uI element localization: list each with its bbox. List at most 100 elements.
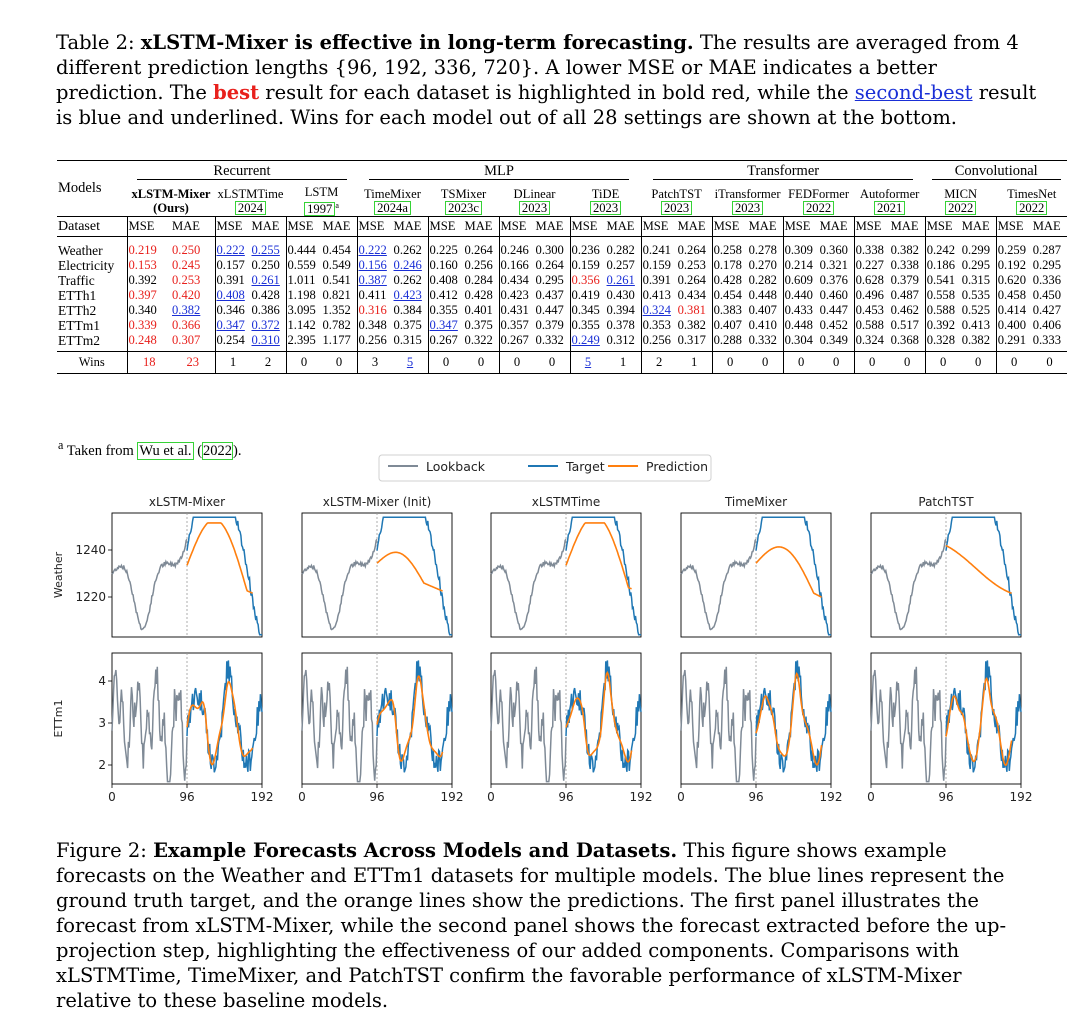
table-cell: 0.458	[995, 288, 1032, 304]
table-cell: 0.433	[782, 303, 819, 319]
dataset-name: ETTm2	[58, 333, 100, 349]
table-cell: 0.166	[498, 258, 535, 274]
table-cell: 0.332	[748, 333, 777, 348]
table-cell: 0.153	[126, 258, 171, 274]
model-header-5: DLinear 2023	[499, 182, 570, 217]
model-year-link[interactable]: 2021	[874, 200, 906, 215]
target-line	[755, 516, 831, 636]
model-year-link[interactable]: 2022	[1016, 200, 1048, 215]
wins-cell: 2	[264, 355, 272, 370]
table-cell: 0.253	[172, 273, 201, 288]
target-line	[565, 516, 641, 636]
model-header-3: TimeMixer 2024a	[357, 182, 428, 217]
model-header-7: PatchTST 2023	[641, 182, 712, 217]
table-caption: Table 2: xLSTM-Mixer is effective in lon…	[56, 30, 1041, 130]
table-cell: 0.394	[606, 303, 635, 318]
table-cell: 1.352	[322, 303, 351, 318]
wins-cell: 0	[1046, 355, 1053, 370]
wins-cell: 23	[186, 355, 200, 370]
footnote-year-link[interactable]: 2022	[202, 441, 234, 460]
table-caption-prefix: Table 2:	[56, 31, 135, 54]
table-cell: 1.142	[285, 318, 322, 334]
lookback-line	[680, 538, 757, 631]
table-cell: 0.160	[427, 258, 464, 274]
model-year-link[interactable]: 2023	[518, 200, 551, 215]
panel-title-1: xLSTM-Mixer (Init)	[323, 495, 432, 509]
lookback-line	[111, 666, 188, 783]
table-cell: 0.299	[961, 243, 991, 258]
table-cell: 0.391	[640, 273, 677, 289]
table-cell: 0.222	[214, 236, 251, 259]
x-tick-label: 192	[630, 790, 653, 804]
table-cell: 0.309	[782, 236, 819, 259]
x-tick-label: 192	[251, 790, 274, 804]
table-cell: 0.379	[890, 273, 919, 288]
table-cell: 0.427	[1032, 303, 1062, 318]
wins-cell: 5	[406, 355, 414, 370]
mse-header: MSE	[711, 216, 748, 237]
model-header-8: iTransformer 2023	[712, 182, 783, 217]
mse-header: MSE	[126, 216, 171, 237]
table-cell: 0.295	[535, 273, 564, 288]
model-year-link[interactable]: 2023	[661, 200, 693, 215]
table-cell: 0.628	[853, 273, 890, 289]
table-row: Traffic 0.392 0.253 0.391 0.261 1.011 0.541 0.3…	[57, 273, 1067, 289]
footnote: a Taken from Wu et al. (2022).	[58, 438, 242, 460]
table-cell: 3.095	[285, 303, 322, 319]
table-cell: 0.368	[890, 333, 919, 348]
models-label: Models	[58, 180, 102, 196]
y-tick-label: 2	[98, 758, 106, 772]
model-year-link[interactable]: 2024a	[374, 200, 411, 215]
footnote-ref-link[interactable]: Wu et al.	[137, 441, 194, 460]
table-cell: 0.346	[214, 303, 251, 319]
table-cell: 0.419	[569, 288, 606, 304]
target-line	[376, 660, 453, 773]
table-cell: 0.322	[464, 333, 493, 348]
table-cell: 0.428	[464, 288, 493, 303]
x-tick-label: 0	[867, 790, 875, 804]
table-cell: 0.382	[677, 318, 706, 333]
table-cell: 0.256	[464, 258, 493, 273]
mae-header: MAE	[961, 219, 990, 234]
model-header-1: xLSTMTime 2024	[215, 182, 286, 217]
table-cell: 0.186	[924, 258, 961, 274]
table-cell: 0.278	[748, 243, 777, 258]
model-year-link[interactable]: 2022	[945, 200, 977, 215]
table-cell: 0.384	[393, 303, 422, 318]
model-name: TiDE	[591, 186, 620, 201]
table-cell: 0.454	[711, 288, 748, 304]
lookback-line	[680, 666, 757, 783]
x-tick-label: 0	[108, 790, 116, 804]
table-cell: 0.413	[640, 288, 677, 304]
group-name: Recurrent	[137, 164, 347, 180]
table-cell: 0.316	[356, 303, 393, 319]
table-cell: 0.383	[711, 303, 748, 319]
model-year-link[interactable]: 2023	[732, 200, 764, 215]
table-cell: 0.407	[748, 303, 777, 318]
model-year-link[interactable]: 2024	[234, 200, 267, 215]
mae-header: MAE	[890, 219, 919, 234]
table-row: ETTh2 0.340 0.382 0.346 0.386 3.095 1.352 0.316…	[57, 303, 1067, 319]
table-row: ETTm2 0.248 0.307 0.254 0.310 2.395 1.177 0.256…	[57, 333, 1067, 352]
model-year-link[interactable]: 1997	[304, 202, 336, 217]
footnote-end: ).	[233, 442, 242, 459]
table-cell: 0.304	[782, 333, 819, 352]
table-cell: 0.496	[853, 288, 890, 304]
model-year-link[interactable]: 2023	[589, 200, 622, 215]
table-cell: 0.245	[172, 258, 201, 273]
panel-title-2: xLSTMTime	[532, 495, 600, 509]
model-name: Autoformer	[859, 186, 920, 201]
model-year-link[interactable]: 2022	[803, 200, 835, 215]
mse-header: MSE	[356, 216, 393, 237]
table-cell: 0.620	[995, 273, 1032, 289]
wins-cell: 1	[619, 355, 627, 370]
table-cell: 0.291	[995, 333, 1032, 352]
second-best-link[interactable]: second-best	[854, 81, 973, 104]
table-cell: 0.541	[322, 273, 351, 288]
table-cell: 0.282	[606, 243, 635, 258]
table-cell: 0.423	[498, 288, 535, 304]
y-tick-label: 1240	[75, 543, 106, 557]
model-year-link[interactable]: 2023c	[445, 200, 482, 215]
model-sub: (Ours)	[153, 200, 189, 215]
table-cell: 0.336	[1032, 273, 1062, 288]
